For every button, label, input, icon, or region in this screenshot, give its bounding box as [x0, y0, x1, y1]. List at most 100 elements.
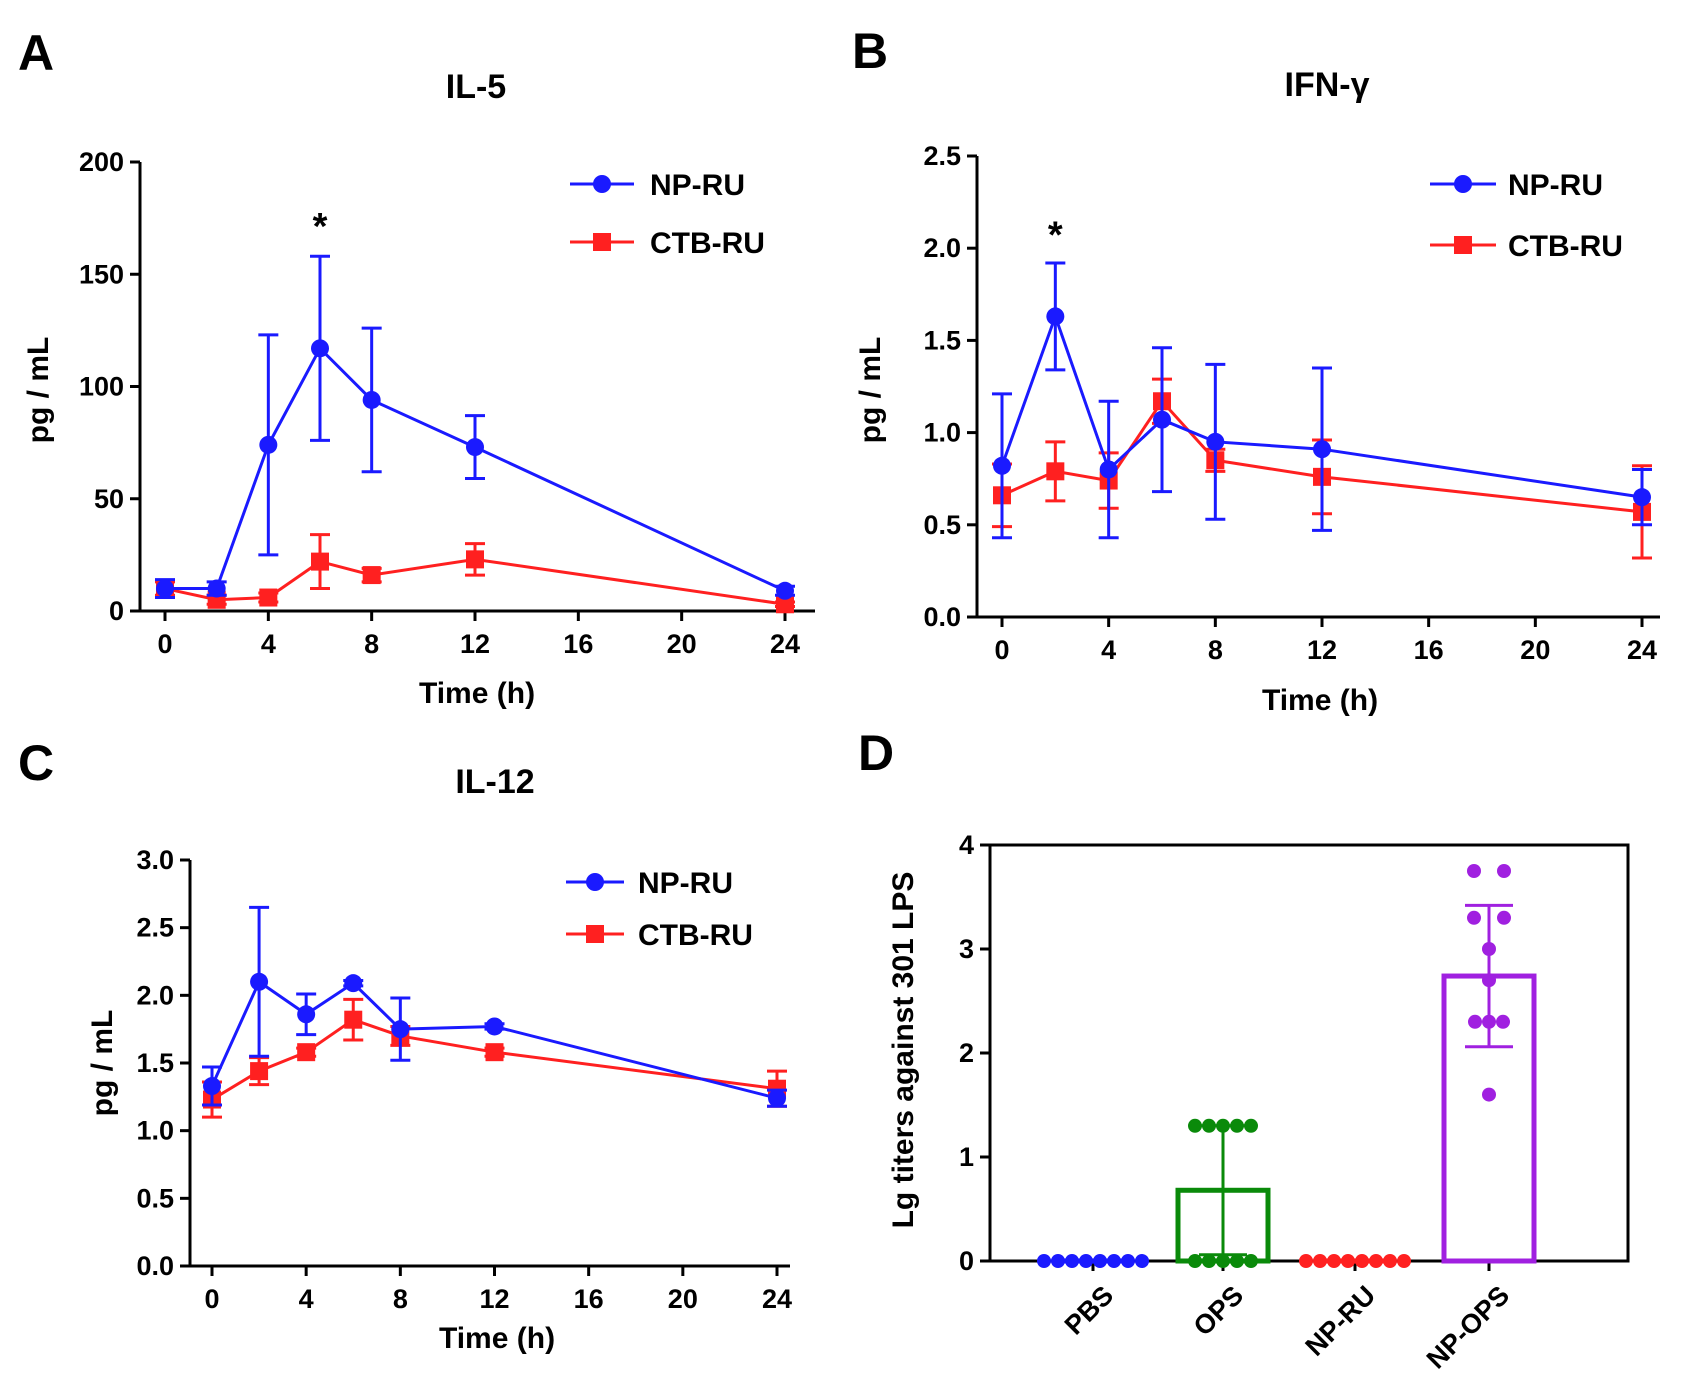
- data-point: [1341, 1254, 1355, 1268]
- data-point: [1099, 460, 1118, 479]
- data-point: [362, 566, 381, 585]
- data-point: [466, 550, 484, 569]
- data-point: [1046, 462, 1065, 481]
- data-point: [259, 588, 278, 607]
- data-point: [1497, 910, 1511, 925]
- legend-marker: [593, 175, 611, 193]
- y-tick-label: 0: [109, 596, 124, 626]
- data-point: [1397, 1254, 1411, 1268]
- y-tick-label: 100: [79, 372, 124, 402]
- x-tick-label: 4: [1101, 635, 1116, 665]
- y-tick-label: 150: [79, 259, 124, 289]
- y-tick-label: 2.0: [136, 980, 174, 1010]
- legend: NP-RU CTB-RU: [566, 867, 753, 952]
- x-tick-label: NP-OPS: [1421, 1280, 1515, 1374]
- x-tick-label: PBS: [1059, 1280, 1119, 1340]
- x-tick-label: 0: [994, 635, 1009, 665]
- data-point: [776, 595, 794, 614]
- y-tick-label: 0.5: [923, 510, 961, 540]
- x-tick-label: 8: [364, 629, 379, 659]
- data-point: [485, 1043, 504, 1062]
- x-tick-label: 24: [1627, 635, 1657, 665]
- y-tick-label: 1.0: [923, 418, 961, 448]
- x-tick-label: 4: [299, 1284, 314, 1314]
- x-tick-label: NP-RU: [1300, 1280, 1382, 1362]
- x-tick-label: 12: [460, 629, 490, 659]
- legend-marker: [586, 925, 604, 943]
- panel-b: B IFN-γ 0.0 0.5 1.0 1.5 2.0 2.5 0 4 8 12 16 20 24 Time …: [852, 23, 1660, 717]
- y-tick-label: 3: [959, 934, 974, 964]
- data-point: [1369, 1254, 1383, 1268]
- data-point: [485, 1017, 504, 1036]
- data-point: [1467, 910, 1481, 925]
- series-line: [210, 979, 778, 1100]
- data-point: [1230, 1118, 1244, 1133]
- data-point: [1244, 1118, 1258, 1133]
- y-tick-label: 50: [94, 484, 124, 514]
- y-tick-label: 1.5: [923, 325, 961, 355]
- data-point: [1065, 1254, 1079, 1268]
- data-point: [1135, 1254, 1149, 1268]
- data-point: [1202, 1118, 1216, 1133]
- data-point: [1051, 1254, 1065, 1268]
- data-point: [1313, 440, 1331, 459]
- bar-group-np-ops: NP-OPS: [1421, 864, 1537, 1374]
- x-tick-label: 0: [157, 629, 172, 659]
- data-point: [1107, 1254, 1121, 1268]
- y-tick-label: 0.5: [136, 1183, 174, 1213]
- x-tick-label: 0: [204, 1284, 219, 1314]
- data-point: [203, 1077, 221, 1096]
- chart-title: IFN-γ: [1285, 66, 1370, 104]
- legend: NP-RU CTB-RU: [1430, 169, 1623, 263]
- panel-a: A IL-5 0 50 100 150 200 0 4 8 12 16 20 24 Time (h) pg /…: [18, 25, 815, 710]
- y-axis-label: pg / mL: [86, 1010, 119, 1117]
- data-point: [1482, 973, 1496, 988]
- data-point: [1093, 1254, 1107, 1268]
- data-point: [1482, 942, 1496, 956]
- data-point: [1482, 1087, 1496, 1102]
- data-point: [1355, 1254, 1369, 1268]
- x-tick-label: 16: [574, 1284, 604, 1314]
- panel-d: D 0 1 2 3 4 Lg titers against 301 LPS PBS OPS NP-…: [858, 725, 1630, 1374]
- x-tick-label: 20: [1520, 635, 1550, 665]
- data-point: [1188, 1118, 1202, 1133]
- data-point: [1046, 307, 1065, 326]
- legend-label: NP-RU: [638, 867, 733, 900]
- data-point: [1206, 432, 1225, 451]
- data-point: [1230, 1254, 1244, 1268]
- y-tick-label: 0.0: [923, 602, 961, 632]
- x-axis-label: Time (h): [419, 677, 535, 710]
- y-tick-label: 2.5: [136, 913, 174, 943]
- data-point: [1121, 1254, 1135, 1268]
- series-ctb-ru: [155, 533, 795, 614]
- series-np-ru: [202, 905, 787, 1108]
- x-tick-label: 12: [1307, 635, 1337, 665]
- x-tick-label: 24: [762, 1284, 792, 1314]
- data-point: [344, 1010, 363, 1029]
- data-point: [993, 456, 1011, 475]
- x-tick-label: 16: [1414, 635, 1444, 665]
- panel-c: C IL-12 0.0 0.5 1.0 1.5 2.0 2.5 3.0 0 4 8 12 16 20 24 Ti…: [18, 735, 792, 1355]
- panel-label: B: [852, 23, 888, 79]
- x-tick-label: 20: [668, 1284, 698, 1314]
- data-point: [250, 1062, 269, 1081]
- data-point: [311, 339, 329, 358]
- y-tick-label: 2.0: [923, 233, 961, 263]
- data-point: [1299, 1254, 1313, 1268]
- panel-label: C: [18, 735, 54, 791]
- panel-label: D: [858, 725, 894, 781]
- y-tick-label: 1: [959, 1142, 974, 1172]
- data-point: [1327, 1254, 1341, 1268]
- x-tick-label: 8: [1208, 635, 1223, 665]
- x-tick-label: 4: [261, 629, 276, 659]
- data-point: [1468, 1014, 1482, 1029]
- legend-label: NP-RU: [650, 169, 745, 202]
- legend-marker: [593, 233, 611, 251]
- data-point: [156, 579, 174, 598]
- significance-star: *: [313, 206, 328, 248]
- data-point: [297, 1005, 316, 1024]
- data-point: [1496, 1014, 1510, 1029]
- data-point: [1216, 1118, 1230, 1133]
- legend-marker: [1454, 175, 1472, 193]
